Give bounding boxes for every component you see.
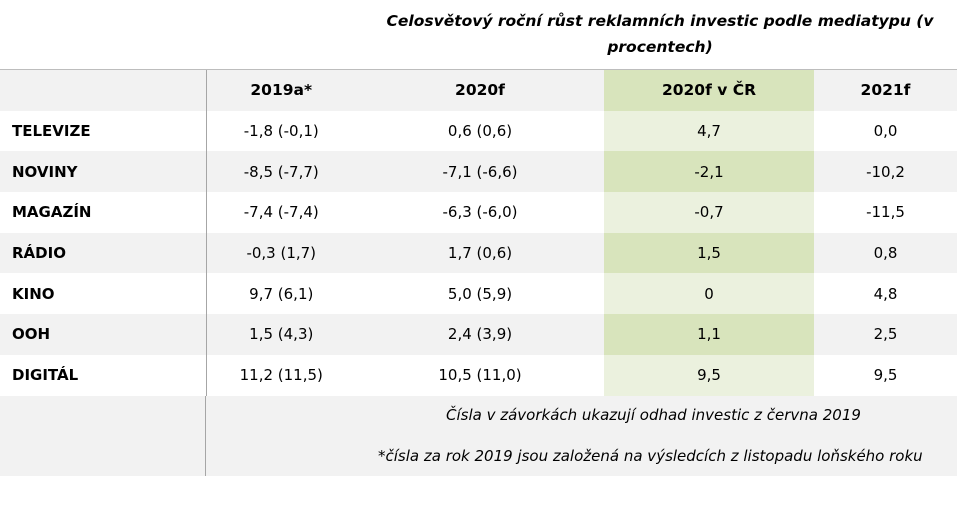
row-label: DIGITÁL (0, 354, 207, 396)
header-cell-2021f: 2021f (814, 70, 957, 111)
table-row: DIGITÁL 11,2 (11,5) 10,5 (11,0) 9,5 9,5 (0, 354, 957, 396)
cell-2019a: -7,4 (-7,4) (206, 192, 356, 233)
cell-2020f-cr: -0,7 (604, 192, 814, 233)
cell-2020f-cr: 9,5 (604, 354, 814, 396)
cell-2020f: 0,6 (0,6) (356, 110, 604, 152)
cell-2019a: -8,5 (-7,7) (206, 151, 356, 193)
cell-2020f-cr: 4,7 (604, 110, 814, 152)
table-row: MAGAZÍN -7,4 (-7,4) -6,3 (-6,0) -0,7 -11… (0, 192, 957, 233)
cell-2020f-cr: -2,1 (604, 151, 814, 193)
cell-2020f-cr: 1,1 (604, 314, 814, 355)
row-label: TELEVIZE (0, 110, 207, 152)
media-growth-table: 2019a* 2020f 2020f v ČR 2021f TELEVIZE -… (0, 70, 957, 396)
cell-2020f: -6,3 (-6,0) (356, 192, 604, 233)
cell-2021f: 4,8 (814, 273, 957, 315)
header-cell-empty (0, 70, 207, 111)
footnote-brackets: Čísla v závorkách ukazují odhad investic… (446, 406, 861, 424)
cell-2020f-cr: 0 (604, 273, 814, 315)
cell-2020f: 10,5 (11,0) (356, 354, 604, 396)
cell-2021f: -10,2 (814, 151, 957, 193)
cell-2019a: -1,8 (-0,1) (206, 110, 356, 152)
title-divider (0, 69, 957, 70)
cell-2021f: 9,5 (814, 354, 957, 396)
cell-2020f: 2,4 (3,9) (356, 314, 604, 355)
row-label: KINO (0, 273, 207, 315)
cell-2019a: 9,7 (6,1) (206, 273, 356, 315)
cell-2019a: 1,5 (4,3) (206, 314, 356, 355)
cell-2020f: 5,0 (5,9) (356, 273, 604, 315)
footnote-2019: *čísla za rok 2019 jsou založená na výsl… (378, 447, 923, 465)
table-row: OOH 1,5 (4,3) 2,4 (3,9) 1,1 2,5 (0, 314, 957, 355)
table-row: NOVINY -8,5 (-7,7) -7,1 (-6,6) -2,1 -10,… (0, 151, 957, 193)
header-cell-2020f-cr: 2020f v ČR (604, 70, 814, 111)
header-cell-2019a: 2019a* (206, 70, 356, 111)
cell-2021f: 0,0 (814, 110, 957, 152)
cell-2020f: 1,7 (0,6) (356, 232, 604, 274)
row-label: MAGAZÍN (0, 192, 207, 233)
cell-2019a: 11,2 (11,5) (206, 354, 356, 396)
row-label: OOH (0, 314, 207, 355)
table-title: Celosvětový roční růst reklamních invest… (386, 12, 934, 56)
row-label: RÁDIO (0, 232, 207, 274)
cell-2019a: -0,3 (1,7) (206, 232, 356, 274)
table-footer: Čísla v závorkách ukazují odhad investic… (0, 396, 957, 476)
row-label: NOVINY (0, 151, 207, 193)
header-row: 2019a* 2020f 2020f v ČR 2021f (0, 70, 957, 111)
footer-label-cell (0, 396, 206, 476)
cell-2021f: 0,8 (814, 232, 957, 274)
table-row: RÁDIO -0,3 (1,7) 1,7 (0,6) 1,5 0,8 (0, 232, 957, 274)
header-cell-2020f: 2020f (356, 70, 604, 111)
table-row: TELEVIZE -1,8 (-0,1) 0,6 (0,6) 4,7 0,0 (0, 110, 957, 152)
cell-2021f: -11,5 (814, 192, 957, 233)
cell-2021f: 2,5 (814, 314, 957, 355)
table-row: KINO 9,7 (6,1) 5,0 (5,9) 0 4,8 (0, 273, 957, 315)
cell-2020f-cr: 1,5 (604, 232, 814, 274)
cell-2020f: -7,1 (-6,6) (356, 151, 604, 193)
